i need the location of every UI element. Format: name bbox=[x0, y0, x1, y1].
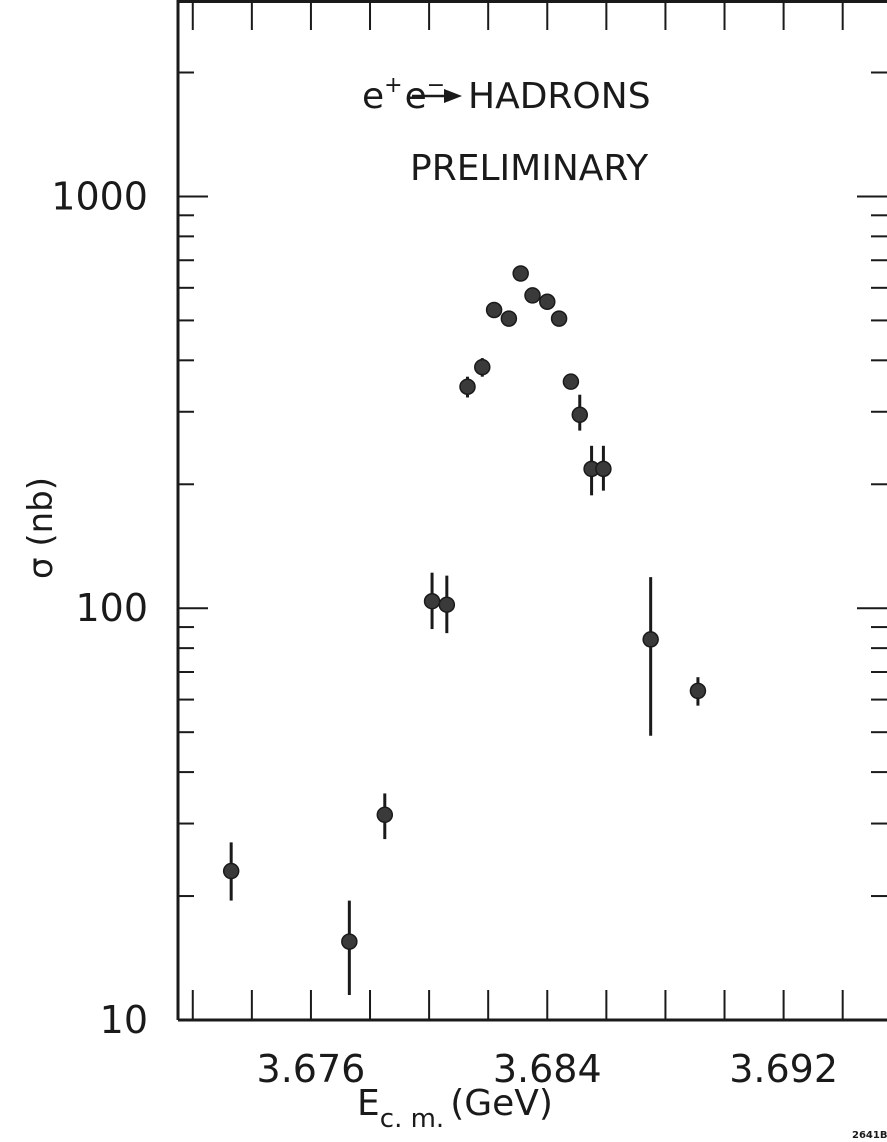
data-point bbox=[642, 577, 659, 736]
data-point bbox=[485, 301, 503, 319]
data-marker bbox=[562, 373, 580, 390]
data-marker bbox=[376, 806, 394, 824]
plot-frame bbox=[176, 0, 887, 1022]
data-point bbox=[571, 394, 589, 431]
data-point bbox=[539, 293, 556, 311]
data-marker bbox=[459, 378, 476, 396]
data-marker bbox=[500, 310, 518, 327]
data-marker bbox=[642, 631, 659, 648]
reaction-annotation: e+e− bbox=[362, 73, 445, 117]
reaction-lead: e bbox=[362, 76, 384, 117]
data-point bbox=[562, 373, 580, 390]
x-axis-label-sub: c. m. bbox=[380, 1104, 444, 1134]
data-marker bbox=[512, 265, 529, 282]
data-marker bbox=[222, 862, 240, 880]
x-axis-label-main: E bbox=[357, 1083, 380, 1124]
x-axis: 3.676 3.684 3.692 bbox=[191, 0, 844, 1091]
data-marker bbox=[474, 358, 491, 376]
data-marker bbox=[550, 310, 568, 327]
data-point bbox=[222, 842, 240, 901]
data-marker bbox=[438, 596, 456, 613]
status-annotation: PRELIMINARY bbox=[410, 148, 649, 189]
data-point bbox=[512, 265, 529, 282]
y-axis-label: σ (nb) bbox=[21, 477, 61, 579]
arrow-icon bbox=[412, 89, 462, 103]
data-point bbox=[500, 310, 518, 327]
data-point bbox=[474, 358, 491, 377]
data-marker bbox=[341, 933, 358, 950]
data-marker bbox=[571, 406, 589, 424]
data-marker bbox=[423, 592, 441, 610]
data-point bbox=[459, 376, 476, 398]
data-marker bbox=[524, 287, 541, 304]
data-marker bbox=[539, 293, 556, 311]
y-tick-label: 10 bbox=[100, 998, 148, 1042]
data-point bbox=[341, 900, 358, 996]
data-series bbox=[222, 265, 707, 996]
data-point bbox=[423, 572, 441, 630]
x-tick-label: 3.692 bbox=[729, 1047, 838, 1091]
figure-id: 2641B bbox=[852, 1130, 887, 1141]
x-tick-label: 3.676 bbox=[257, 1047, 366, 1091]
y-tick-label: 100 bbox=[75, 586, 148, 630]
data-point bbox=[689, 677, 707, 706]
x-tick-label: 3.684 bbox=[493, 1047, 602, 1091]
y-tick-label: 1000 bbox=[51, 174, 148, 218]
reaction-sup-plus: + bbox=[384, 73, 402, 98]
data-marker bbox=[595, 460, 612, 478]
data-marker bbox=[485, 301, 503, 319]
data-point bbox=[595, 445, 612, 491]
reaction-sup-minus: − bbox=[427, 73, 445, 98]
data-marker bbox=[689, 682, 707, 700]
data-point bbox=[550, 310, 568, 327]
data-point bbox=[376, 793, 394, 840]
x-axis-label: Ec. m. (GeV) bbox=[357, 1083, 553, 1134]
data-point bbox=[438, 575, 456, 634]
reaction-product: HADRONS bbox=[468, 76, 651, 117]
x-axis-label-unit: (GeV) bbox=[450, 1083, 553, 1124]
data-point bbox=[524, 287, 541, 304]
y-axis: 10 100 1000 bbox=[51, 0, 887, 1042]
